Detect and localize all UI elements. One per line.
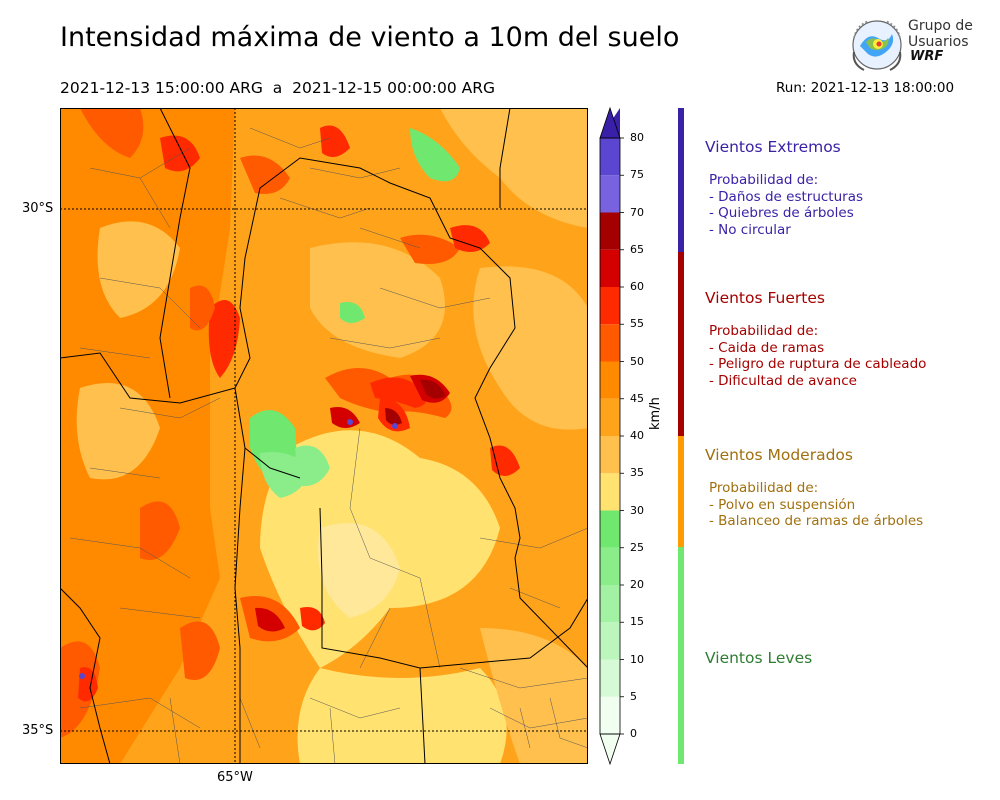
desc-line: - Balanceo de ramas de árboles [709, 513, 924, 529]
colorbar-tick-label: 75 [630, 168, 644, 182]
graticule [60, 108, 588, 764]
desc-line: Probabilidad de: [709, 480, 819, 496]
run-time: Run: 2021-12-13 18:00:00 [776, 80, 955, 96]
colorbar-segment [600, 249, 620, 287]
colorbar-tick-label: 30 [630, 503, 644, 517]
colorbar-segment [600, 659, 620, 697]
colorbar-segment [600, 175, 620, 213]
colorbar-segment [600, 212, 620, 250]
map-title: Intensidad máxima de viento a 10m del su… [60, 22, 680, 53]
colorbar-segment [600, 436, 620, 474]
latitude-label: 35°S [22, 723, 54, 738]
colorbar-tick-label: 60 [630, 280, 644, 293]
category-moderate: Vientos Moderados [705, 446, 853, 464]
latitude-label: 30°S [22, 201, 54, 216]
logo-text: WRF [910, 49, 944, 64]
category-bar [678, 108, 684, 764]
colorbar-segment [600, 585, 620, 623]
desc-line: - Peligro de ruptura de cableado [709, 356, 927, 372]
wrf-logo: Grupo de Usuarios WRF [848, 16, 978, 74]
colorbar-tick-label: 55 [630, 317, 644, 331]
category-extreme-desc: Probabilidad de: - Daños de estructuras … [709, 172, 863, 238]
colorbar-segment [600, 510, 620, 548]
wind-field [60, 108, 588, 764]
colorbar-tick-label: 20 [630, 578, 644, 591]
colorbar-tick-label: 50 [630, 354, 644, 368]
colorbar-segment [600, 622, 620, 660]
globe-icon [852, 20, 902, 71]
desc-line: - Dificultad de avance [709, 372, 857, 389]
forecast-period: 2021-12-13 15:00:00 ARG a 2021-12-15 00:… [60, 79, 496, 97]
category-strong-desc: Probabilidad de: - Caida de ramas - Peli… [709, 323, 926, 389]
desc-line: Probabilidad de: [709, 172, 819, 188]
desc-line: - Quiebres de árboles [709, 205, 854, 221]
department-borders [69, 127, 588, 764]
colorbar-unit: km/h [648, 397, 663, 430]
colorbar-segment [600, 324, 620, 362]
colorbar-tick-label: 5 [630, 689, 637, 703]
category-strong: Vientos Fuertes [705, 289, 825, 307]
logo-text: Grupo de [908, 18, 973, 34]
colorbar-tick-label: 45 [630, 391, 644, 405]
desc-line: - Caida de ramas [709, 339, 825, 356]
colorbar-tick-label: 70 [630, 205, 644, 219]
colorbar-bottom-arrow [599, 733, 621, 766]
colorbar-segment [600, 361, 620, 399]
desc-line: - Polvo en suspensión [709, 496, 856, 513]
longitude-label: 65°W [217, 770, 253, 785]
colorbar-tick-label: 65 [630, 242, 644, 256]
colorbar-segment [600, 547, 620, 585]
desc-line: - Daños de estructuras [709, 188, 864, 205]
logo-text: Usuarios [908, 34, 969, 50]
colorbar-segment [600, 287, 620, 325]
colorbar-segment [600, 138, 620, 176]
category-light: Vientos Leves [705, 649, 813, 667]
category-extreme: Vientos Extremos [705, 138, 841, 156]
colorbar-tick-label: 10 [630, 652, 644, 666]
colorbar-segment [600, 398, 620, 436]
colorbar-segment [600, 696, 620, 734]
colorbar-tick-label: 35 [630, 466, 644, 480]
colorbar [599, 106, 624, 766]
desc-line: Probabilidad de: [709, 323, 819, 339]
colorbar-segment [600, 473, 620, 511]
desc-line: - No circular [709, 221, 791, 238]
wind-map [60, 108, 588, 764]
colorbar-tick-label: 80 [630, 131, 644, 144]
province-borders [60, 108, 588, 764]
category-moderate-desc: Probabilidad de: - Polvo en suspensión -… [709, 480, 923, 530]
colorbar-tick-label: 15 [630, 615, 644, 629]
colorbar-tick-label: 40 [630, 429, 644, 442]
colorbar-tick-label: 0 [630, 727, 637, 740]
colorbar-tick-label: 25 [630, 540, 644, 554]
